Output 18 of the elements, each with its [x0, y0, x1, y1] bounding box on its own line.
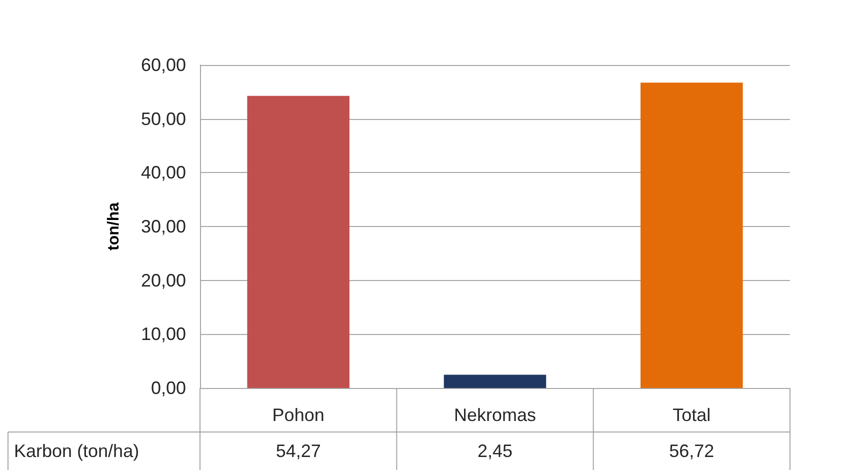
x-tick-label: Total	[672, 405, 711, 425]
y-tick-label: 30,00	[140, 216, 186, 236]
y-tick-label: 40,00	[140, 162, 186, 183]
y-tick-label: 20,00	[140, 270, 186, 290]
text: Karbon (ton/ha)	[14, 441, 140, 461]
bar	[444, 374, 546, 388]
y-tick-label: 10,00	[140, 324, 186, 344]
y-tick-label: 60,00	[140, 55, 186, 75]
y-tick-label: 0,00	[150, 378, 186, 398]
data-label: 2,45	[477, 441, 513, 461]
bar	[247, 96, 350, 388]
data-label: 56,72	[669, 441, 714, 461]
x-tick-label: Nekromas	[454, 405, 536, 425]
y-axis-title: ton/ha	[106, 202, 122, 250]
bar	[640, 82, 743, 388]
data-label: 54,27	[276, 441, 321, 461]
x-tick-label: Pohon	[272, 405, 324, 425]
y-tick-label: 50,00	[140, 108, 186, 129]
